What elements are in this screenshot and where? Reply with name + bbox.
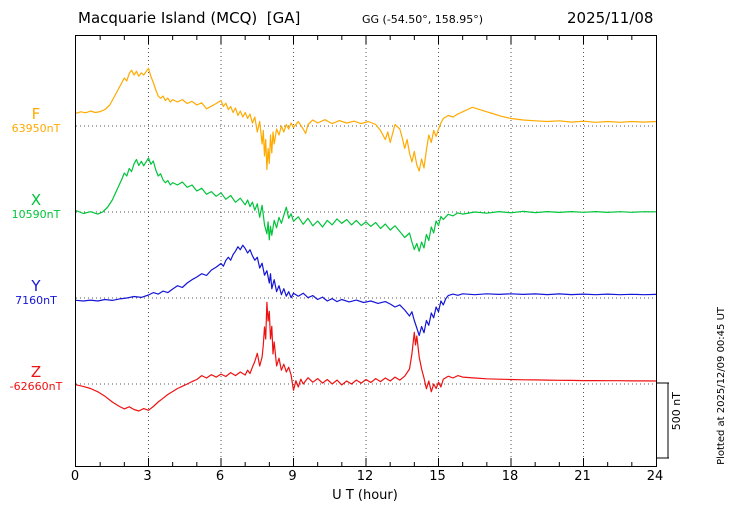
geo-coordinates-label: GG (-54.50°, 158.95°) — [362, 13, 484, 26]
component-baseline-z: -62660nT — [9, 379, 63, 393]
component-baseline-x: 10590nT — [11, 207, 61, 221]
plotted-at-note: Plotted at 2025/12/09 00:45 UT — [716, 307, 727, 465]
x-tick-label: 15 — [429, 469, 446, 484]
component-letter-x: X — [30, 191, 42, 209]
component-baseline-y: 7160nT — [15, 293, 57, 307]
trace-F — [76, 67, 656, 172]
x-tick-label: 18 — [501, 469, 519, 484]
x-axis-label: U T (hour) — [332, 488, 398, 503]
scale-bar-label: 500 nT — [670, 392, 683, 431]
component-letter-z: Z — [30, 363, 42, 381]
scale-bar — [656, 382, 669, 459]
plot-date: 2025/11/08 — [567, 9, 654, 27]
magnetogram-traces-svg — [76, 36, 656, 466]
x-tick-label: 21 — [574, 469, 591, 484]
station-title: Macquarie Island (MCQ) [GA] — [78, 9, 301, 27]
trace-Z — [76, 301, 656, 412]
component-label-f: F 63950nT — [0, 106, 72, 135]
component-letter-y: Y — [31, 277, 41, 295]
trace-X — [76, 157, 656, 252]
component-label-x: X 10590nT — [0, 192, 72, 221]
x-tick-label: 6 — [215, 469, 225, 484]
x-tick-label: 0 — [70, 469, 80, 484]
component-baseline-f: 63950nT — [11, 121, 61, 135]
component-letter-f: F — [31, 105, 41, 123]
component-label-z: Z -62660nT — [0, 364, 72, 393]
x-tick-label: 24 — [646, 469, 664, 484]
x-tick-label: 9 — [288, 469, 297, 484]
trace-Y — [76, 244, 656, 337]
magnetogram-plot-area — [75, 35, 657, 467]
x-tick-label: 12 — [356, 469, 374, 484]
component-label-y: Y 7160nT — [0, 278, 72, 307]
x-tick-label: 3 — [143, 469, 152, 484]
